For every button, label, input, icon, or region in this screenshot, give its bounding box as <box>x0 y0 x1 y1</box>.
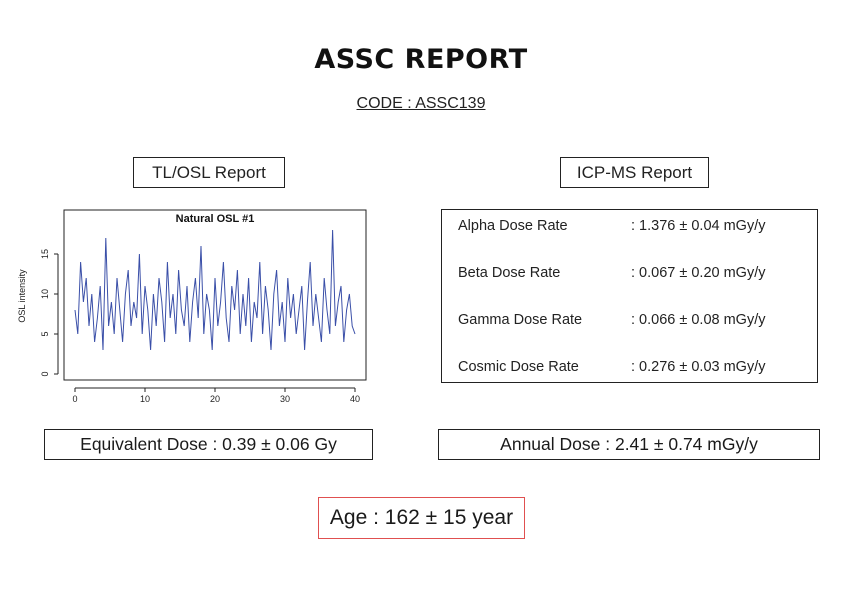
x-tick-label: 0 <box>72 394 77 404</box>
icp-row-value: : 0.067 ± 0.20 mGy/y <box>631 265 766 281</box>
icp-row-name: Beta Dose Rate <box>458 265 561 281</box>
icp-ms-report-label: ICP-MS Report <box>560 157 709 188</box>
series-line-osl <box>74 229 356 351</box>
equivalent-dose-box: Equivalent Dose : 0.39 ± 0.06 Gy <box>44 429 373 460</box>
icp-row-name: Gamma Dose Rate <box>458 312 583 328</box>
icp-row-name: Alpha Dose Rate <box>458 218 568 234</box>
y-tick-label: 0 <box>40 371 50 376</box>
tl-osl-report-label: TL/OSL Report <box>133 157 285 188</box>
report-code: CODE : ASSC139 <box>356 95 486 112</box>
icp-row-value: : 0.066 ± 0.08 mGy/y <box>631 312 766 328</box>
chart-title: Natural OSL #1 <box>176 213 255 225</box>
icp-row-value: : 0.276 ± 0.03 mGy/y <box>631 359 766 375</box>
icp-ms-table: Alpha Dose Rate : 1.376 ± 0.04 mGy/y Beta … <box>441 209 818 383</box>
y-tick-label: 15 <box>40 249 50 259</box>
plot-frame <box>63 209 367 381</box>
x-tick-label: 40 <box>350 394 360 404</box>
x-tick-label: 20 <box>210 394 220 404</box>
osl-chart: Natural OSL #1 OSL intensity 0 10 20 30 40 0 5… <box>17 209 367 404</box>
y-tick-label: 10 <box>40 289 50 299</box>
x-tick-label: 30 <box>280 394 290 404</box>
chart-ylabel: OSL intensity <box>17 269 27 323</box>
icp-row-name: Cosmic Dose Rate <box>458 359 579 375</box>
icp-row-value: : 1.376 ± 0.04 mGy/y <box>631 218 766 234</box>
x-tick-label: 10 <box>140 394 150 404</box>
y-tick-label: 5 <box>40 331 50 336</box>
report-title: ASSC REPORT <box>314 44 528 75</box>
age-result-box: Age : 162 ± 15 year <box>318 497 525 539</box>
annual-dose-box: Annual Dose : 2.41 ± 0.74 mGy/y <box>438 429 820 460</box>
